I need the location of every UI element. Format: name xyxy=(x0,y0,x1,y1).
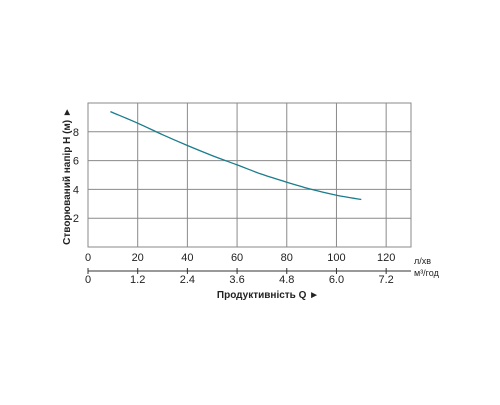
x-tick-label-secondary: 3.6 xyxy=(229,274,244,286)
y-tick-label: 2 xyxy=(73,213,79,225)
x-tick-label-primary: 80 xyxy=(281,252,293,264)
x-tick-label-primary: 60 xyxy=(231,252,243,264)
x-tick-label-secondary: 0 xyxy=(85,274,91,286)
performance-curve xyxy=(110,111,362,201)
x-tick-label-primary: 120 xyxy=(377,252,395,264)
y-tick-label: 4 xyxy=(73,184,79,196)
x-tick-label-primary: 100 xyxy=(327,252,345,264)
y-tick-label: 8 xyxy=(73,127,79,139)
x-tick-label-primary: 20 xyxy=(132,252,144,264)
x-tick-label-secondary: 1.2 xyxy=(130,274,145,286)
x-tick-label-secondary: 6.0 xyxy=(329,274,344,286)
x-axis-unit-primary: л/хв xyxy=(414,256,431,266)
x-tick-label-primary: 40 xyxy=(181,252,193,264)
y-axis-title: Створюваний напір H (м) ► xyxy=(62,107,73,245)
x-axis-unit-secondary: м³/год xyxy=(414,268,440,278)
x-tick-label-secondary: 4.8 xyxy=(279,274,294,286)
plot-frame xyxy=(87,102,412,248)
x-tick-label-secondary: 7.2 xyxy=(379,274,394,286)
x-tick-label-primary: 0 xyxy=(85,252,91,264)
x-tick-label-secondary: 2.4 xyxy=(180,274,195,286)
y-tick-label: 6 xyxy=(73,156,79,168)
x-axis-title: Продуктивність Q ► xyxy=(217,290,319,301)
